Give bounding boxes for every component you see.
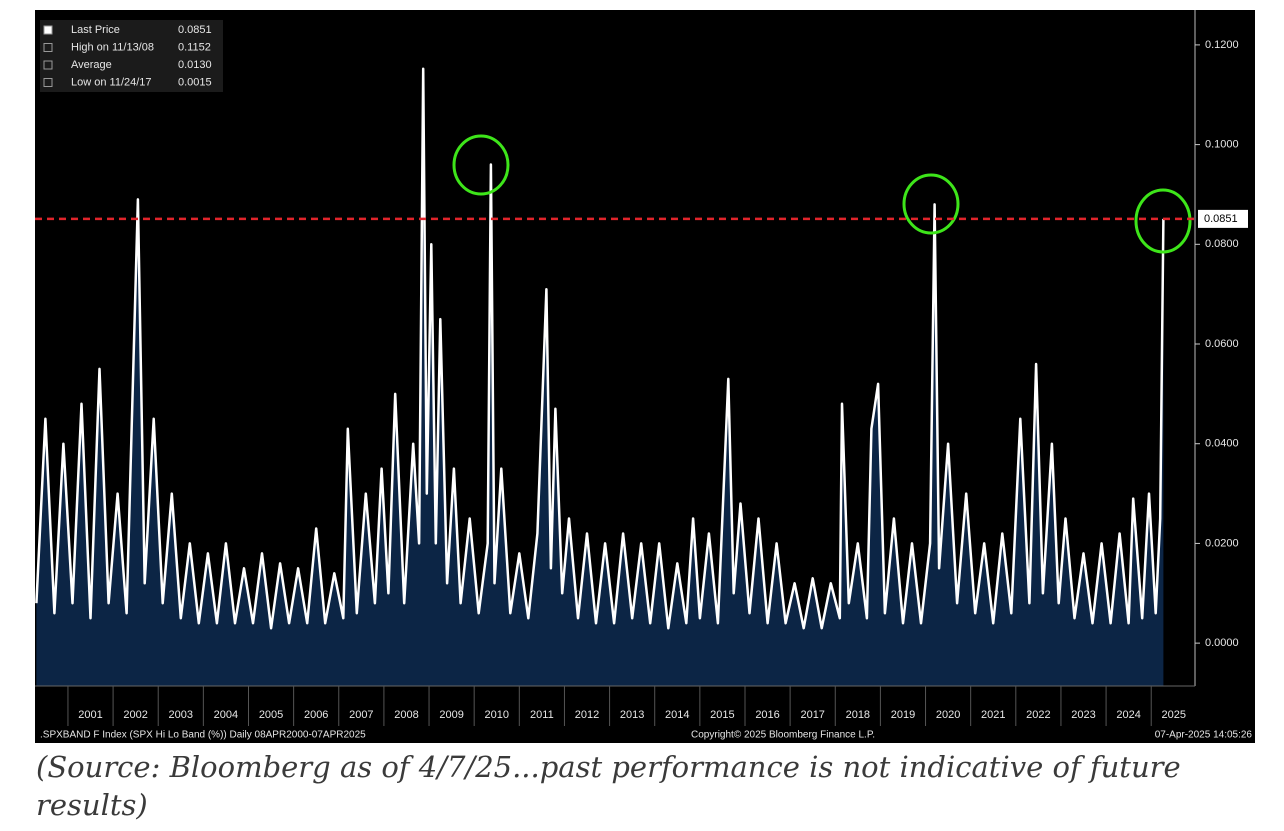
x-tick-label: 2001: [78, 709, 102, 721]
x-tick-label: 2016: [755, 709, 779, 721]
last-price-label: 0.0851: [1204, 213, 1238, 225]
series-line: [35, 67, 1165, 630]
x-tick-label: 2020: [936, 709, 960, 721]
legend-swatch: [43, 25, 53, 35]
chart: .SPXBAND F Index (SPX Hi Lo Band (%)) Da…: [35, 10, 1255, 743]
caption: (Source: Bloomberg as of 4/7/25...past p…: [36, 750, 1181, 822]
legend-value: 0.0851: [178, 24, 212, 36]
legend-label: Last Price: [71, 24, 120, 36]
legend-label: High on 11/13/08: [71, 41, 154, 53]
y-tick-label: 0.0600: [1205, 338, 1239, 350]
footer-center: Copyright© 2025 Bloomberg Finance L.P.: [691, 730, 875, 741]
y-tick-label: 0.0000: [1205, 637, 1239, 649]
x-tick-label: 2018: [846, 709, 870, 721]
x-tick-label: 2022: [1026, 709, 1050, 721]
x-tick-label: 2015: [710, 709, 734, 721]
y-tick-label: 0.0200: [1205, 537, 1239, 549]
last-price-tag: [1198, 209, 1248, 228]
x-tick-label: 2006: [304, 709, 328, 721]
y-tick-label: 0.1200: [1205, 39, 1239, 51]
highlight-circle: [902, 173, 960, 235]
legend-swatch: [43, 60, 53, 70]
x-tick-label: 2008: [394, 709, 418, 721]
legend-value: 0.0015: [178, 76, 212, 88]
legend-box: [40, 20, 223, 92]
y-tick-label: 0.0800: [1205, 238, 1239, 250]
legend-value: 0.0130: [178, 59, 212, 71]
x-tick-label: 2025: [1162, 709, 1186, 721]
x-tick-label: 2009: [439, 709, 463, 721]
y-tick-label: 0.0400: [1205, 438, 1239, 450]
legend-swatch: [43, 43, 53, 52]
highlight-circle: [452, 134, 510, 196]
x-tick-label: 2007: [349, 709, 373, 721]
x-tick-label: 2010: [485, 709, 509, 721]
footer-right: 07-Apr-2025 14:05:26: [1155, 730, 1253, 741]
legend-swatch: [43, 78, 53, 87]
x-tick-label: 2023: [1071, 709, 1095, 721]
legend-value: 0.1152: [178, 41, 211, 53]
highlight-circle: [1134, 188, 1192, 254]
footer-left: .SPXBAND F Index (SPX Hi Lo Band (%)) Da…: [40, 730, 366, 741]
x-tick-label: 2024: [1116, 709, 1140, 721]
x-tick-label: 2002: [123, 709, 147, 721]
x-tick-label: 2003: [169, 709, 193, 721]
x-tick-label: 2012: [575, 709, 599, 721]
plot-area: [35, 67, 1165, 687]
x-tick-label: 2013: [620, 709, 644, 721]
x-tick-label: 2017: [800, 709, 824, 721]
x-tick-label: 2004: [214, 709, 238, 721]
legend-label: Average: [71, 59, 112, 71]
x-tick-label: 2014: [665, 709, 689, 721]
x-tick-label: 2021: [981, 709, 1005, 721]
legend-label: Low on 11/24/17: [71, 76, 152, 88]
x-tick-label: 2005: [259, 709, 283, 721]
y-tick-label: 0.1000: [1205, 139, 1239, 151]
x-tick-label: 2019: [891, 709, 915, 721]
x-tick-label: 2011: [530, 709, 554, 721]
